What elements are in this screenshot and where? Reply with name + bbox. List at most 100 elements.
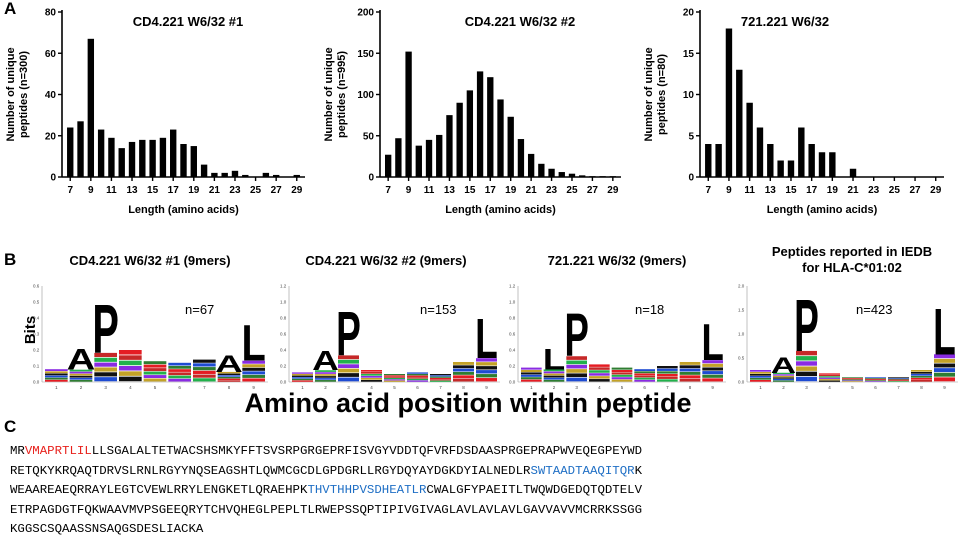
- logo-y-tick: 1.5: [738, 308, 745, 313]
- x-tick-label: 27: [271, 185, 283, 196]
- logo-residue-band: [338, 364, 359, 369]
- logo-residue-band: [796, 356, 817, 361]
- logo-residue-band: [430, 376, 451, 378]
- x-tick-label: 19: [505, 185, 517, 196]
- logo-residue-band: [865, 378, 886, 379]
- logo-residue-band: [476, 362, 497, 366]
- logo-residue-band: [702, 363, 723, 367]
- logo-residue-band: [430, 378, 451, 380]
- y-tick-label: 80: [45, 8, 57, 19]
- bar-11: [746, 102, 753, 177]
- x-tick-label: 27: [587, 185, 599, 196]
- y-tick-label: 10: [683, 90, 695, 101]
- sequence-logos: CD4.221 W6/32 #1 (9mers) 0.0 0.1 0.2 0.3 0.4 0…: [33, 244, 958, 390]
- logo-x-tick: 9: [252, 385, 255, 390]
- logo-residue-band: [45, 373, 68, 376]
- logo-count-label: n=153: [420, 302, 457, 317]
- logo-residue-band: [361, 374, 382, 376]
- logo-residue-band: [842, 379, 863, 381]
- logo-residue-band: [193, 378, 216, 382]
- logo-residue-band: [45, 371, 68, 374]
- logo-residue-band: [657, 371, 678, 374]
- logo-residue-band: [217, 378, 241, 381]
- y-axis-label: Number of unique: [643, 47, 655, 141]
- logo-letter: L: [702, 313, 724, 372]
- bar-8: [715, 144, 722, 177]
- y-axis-label: peptides (n=300): [18, 51, 30, 138]
- logo-x-tick: 3: [575, 385, 578, 390]
- logo-x-tick: 5: [621, 385, 624, 390]
- chart-title: CD4.221 W6/32 #1: [133, 14, 244, 29]
- panel-label-a: A: [4, 0, 16, 18]
- logo-x-tick: 9: [485, 385, 488, 390]
- bar-27: [272, 174, 280, 177]
- chart-title: 721.221 W6/32: [741, 14, 829, 29]
- logo-residue-band: [543, 377, 565, 380]
- logo-title: Peptides reported in IEDB: [772, 244, 932, 259]
- logo-residue-band: [143, 361, 167, 365]
- bar-7: [67, 127, 74, 177]
- logo-residue-band: [384, 375, 405, 377]
- highlighted-peptide: THVTHHPVSDHEATLR: [307, 483, 427, 498]
- logo-residue-band: [750, 378, 771, 380]
- logo-residue-band: [888, 380, 909, 382]
- logo-residue-band: [796, 366, 817, 371]
- logo-x-tick: 4: [129, 385, 132, 390]
- logo-residue-band: [143, 375, 167, 379]
- y-tick-label: 5: [688, 131, 694, 142]
- sequence-segment: K: [634, 463, 643, 478]
- y-tick-label: 60: [45, 49, 57, 60]
- y-axis-label: peptides (n=80): [656, 54, 668, 135]
- bar-20: [517, 139, 525, 177]
- logo-panel-1: CD4.221 W6/32 #1 (9mers) 0.0 0.1 0.2 0.3 0.4 0…: [33, 253, 268, 390]
- logo-letter: A: [771, 353, 796, 378]
- logo-count-label: n=423: [856, 302, 893, 317]
- bar-20: [200, 164, 208, 177]
- logo-residue-band: [566, 360, 587, 365]
- x-tick-label: 21: [209, 185, 221, 196]
- x-tick-label: 25: [250, 185, 262, 196]
- logo-y-tick: 0.5: [738, 356, 745, 361]
- logo-y-tick: 0.4: [33, 316, 40, 321]
- sequence-line: WEAAREAEQRRAYLEGTCVEWLRRYLENGKETLQRAEHPK…: [10, 481, 960, 501]
- logo-residue-band: [611, 367, 633, 370]
- bar-25: [568, 173, 576, 177]
- logo-residue-band: [193, 359, 216, 363]
- x-tick-label: 7: [705, 185, 711, 196]
- panel-label-c: C: [4, 417, 16, 436]
- logo-residue-band: [589, 376, 610, 379]
- logo-residue-band: [566, 377, 587, 382]
- logo-residue-band: [217, 371, 241, 374]
- bar-15: [787, 160, 795, 177]
- logo-y-tick: 0.0: [509, 380, 516, 385]
- logo-y-tick: 0.6: [509, 332, 516, 337]
- logo-x-tick: 2: [553, 385, 556, 390]
- x-axis-label: Length (amino acids): [445, 204, 556, 216]
- logo-residue-band: [384, 380, 405, 382]
- sequence-segment: CWALGFYPAEITLTWQWDGEDQTQDTELV: [426, 483, 643, 498]
- logo-residue-band: [407, 372, 428, 374]
- logo-residue-band: [430, 375, 451, 377]
- logo-residue-band: [361, 372, 382, 374]
- logo-residue-band: [361, 378, 382, 380]
- logo-residue-band: [242, 374, 265, 378]
- logo-residue-band: [934, 372, 955, 377]
- logo-x-tick: 3: [104, 385, 107, 390]
- logo-x-tick: 1: [530, 385, 533, 390]
- bar-16: [159, 137, 167, 177]
- x-tick-label: 25: [566, 185, 578, 196]
- bar-8: [395, 138, 402, 177]
- logo-residue-band: [193, 363, 216, 367]
- logo-residue-band: [94, 367, 117, 372]
- logo-residue-band: [453, 378, 474, 382]
- logo-residue-band: [819, 380, 840, 382]
- logo-residue-band: [566, 369, 587, 373]
- logo-panel-3: 721.221 W6/32 (9mers) 0.0 0.2 0.4 0.6 0.8 1.0 1…: [509, 253, 726, 390]
- bar-26: [262, 172, 270, 177]
- bar-15: [149, 139, 156, 177]
- logo-residue-band: [143, 368, 167, 372]
- logo-residue-band: [430, 374, 451, 376]
- logo-residue-band: [543, 371, 565, 374]
- y-axis-label: peptides (n=995): [336, 51, 348, 138]
- logo-residue-band: [543, 379, 565, 382]
